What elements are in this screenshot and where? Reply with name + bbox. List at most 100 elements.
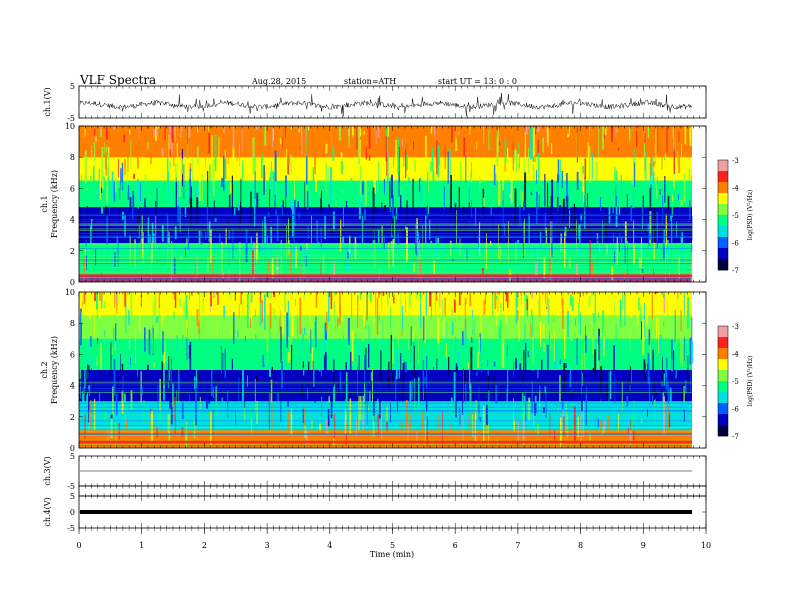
spec1-streak <box>509 193 511 198</box>
spec2-streak <box>209 303 211 313</box>
spec1-streak <box>401 185 402 200</box>
spec1-streak <box>223 155 225 192</box>
spec2-streak <box>604 330 606 367</box>
spec1-streak <box>186 238 188 245</box>
spec2-streak <box>208 370 210 405</box>
spec2-streak <box>335 319 336 332</box>
spec1-streak <box>211 126 213 128</box>
spec1-streak <box>377 229 380 251</box>
spec1-streak <box>652 161 655 167</box>
spec2-streak <box>673 350 675 379</box>
spec2-streak <box>603 332 605 356</box>
spec2-streak <box>147 364 149 381</box>
spec2-streak <box>110 418 113 439</box>
spec1-streak <box>414 160 416 172</box>
spec2-streak <box>190 309 192 335</box>
spec2-streak <box>269 335 271 358</box>
spec1-streak <box>480 178 482 183</box>
spec2-streak <box>173 292 176 300</box>
spec2-streak <box>161 361 163 392</box>
spec2-streak <box>535 396 537 414</box>
spec1-streak <box>512 140 514 171</box>
spec1-streak <box>121 162 124 191</box>
spec2-streak <box>496 303 498 326</box>
spec2-streak <box>424 376 426 384</box>
spec1-streak <box>642 195 644 219</box>
spec1-streak <box>575 263 578 276</box>
spec1-streak <box>427 171 428 206</box>
spec1-streak <box>176 142 178 172</box>
spec2-streak <box>91 368 92 376</box>
spec2-streak <box>600 342 602 347</box>
spec1-streak <box>229 217 231 224</box>
spec1-streak <box>421 225 422 230</box>
spec2-streak <box>471 336 473 344</box>
spec1-streak <box>127 184 130 200</box>
spec1-streak <box>83 256 86 280</box>
spec1-streak <box>657 249 659 273</box>
spec2-streak <box>493 361 496 367</box>
spec1-ytick-label: 8 <box>70 153 75 162</box>
spec1-streak <box>259 243 261 253</box>
spec2-ylabel: Frequency (kHz) <box>50 336 59 404</box>
spec1-streak <box>528 126 530 130</box>
spec2-streak <box>343 334 345 357</box>
spec2-streak <box>158 309 160 342</box>
spec2-streak <box>451 302 453 308</box>
spec2-streak <box>216 323 218 336</box>
spec1-streak <box>227 134 229 165</box>
spec2-streak <box>600 366 603 394</box>
spec2-streak <box>120 354 121 382</box>
spec1-streak <box>523 201 525 211</box>
spec2-streak <box>355 333 357 362</box>
spec2-streak <box>597 312 599 318</box>
spec1-streak <box>84 126 86 137</box>
spec2-streak <box>235 411 237 425</box>
spec1-streak <box>655 126 657 162</box>
ch1-waveform-panel: 5-5ch.1(V) <box>43 82 707 123</box>
spec1-streak <box>103 142 105 156</box>
spec2-streak <box>315 316 317 348</box>
spec2-band <box>79 401 692 430</box>
spec1-streak <box>474 234 477 239</box>
spec1-streak <box>331 126 333 147</box>
spec2-streak <box>310 329 312 354</box>
spec2-streak <box>553 429 556 443</box>
spec1-streak <box>680 236 683 271</box>
spec2-streak <box>412 331 414 343</box>
spec2-streak <box>643 302 645 337</box>
spec1-streak <box>144 174 147 180</box>
spec2-streak <box>307 409 309 416</box>
spec1-streak <box>80 212 83 243</box>
spec2-streak <box>531 309 533 318</box>
spec2-streak <box>254 379 256 415</box>
spec2-streak <box>148 329 151 355</box>
spec2-streak <box>140 295 142 307</box>
spec2-streak <box>167 293 169 297</box>
spec2-streak <box>579 312 581 335</box>
spec2-streak <box>649 334 651 359</box>
spec2-streak <box>367 406 370 412</box>
spec2-streak <box>366 390 368 425</box>
spec2-streak <box>159 378 161 412</box>
spec1-streak <box>386 126 389 162</box>
spec1-streak <box>576 171 579 190</box>
spec1-streak <box>217 126 219 130</box>
spec2-streak <box>338 322 339 337</box>
spec1-streak <box>495 173 497 189</box>
spec1-streak <box>661 155 663 170</box>
spec1-streak <box>643 126 645 139</box>
spec1-streak <box>232 126 235 153</box>
spec1-streak <box>338 246 340 253</box>
spec2-streak <box>163 352 166 363</box>
spec2-streak <box>671 359 674 372</box>
spec1-streak <box>598 126 600 130</box>
spec2-streak <box>622 292 624 310</box>
spec1-streak <box>450 174 452 211</box>
spec2-streak <box>249 317 251 328</box>
spec2-streak <box>167 369 169 389</box>
spec2-streak <box>446 322 448 342</box>
spec2-streak <box>364 387 366 405</box>
spec1-streak <box>348 126 350 148</box>
spec2-streak <box>168 356 170 383</box>
